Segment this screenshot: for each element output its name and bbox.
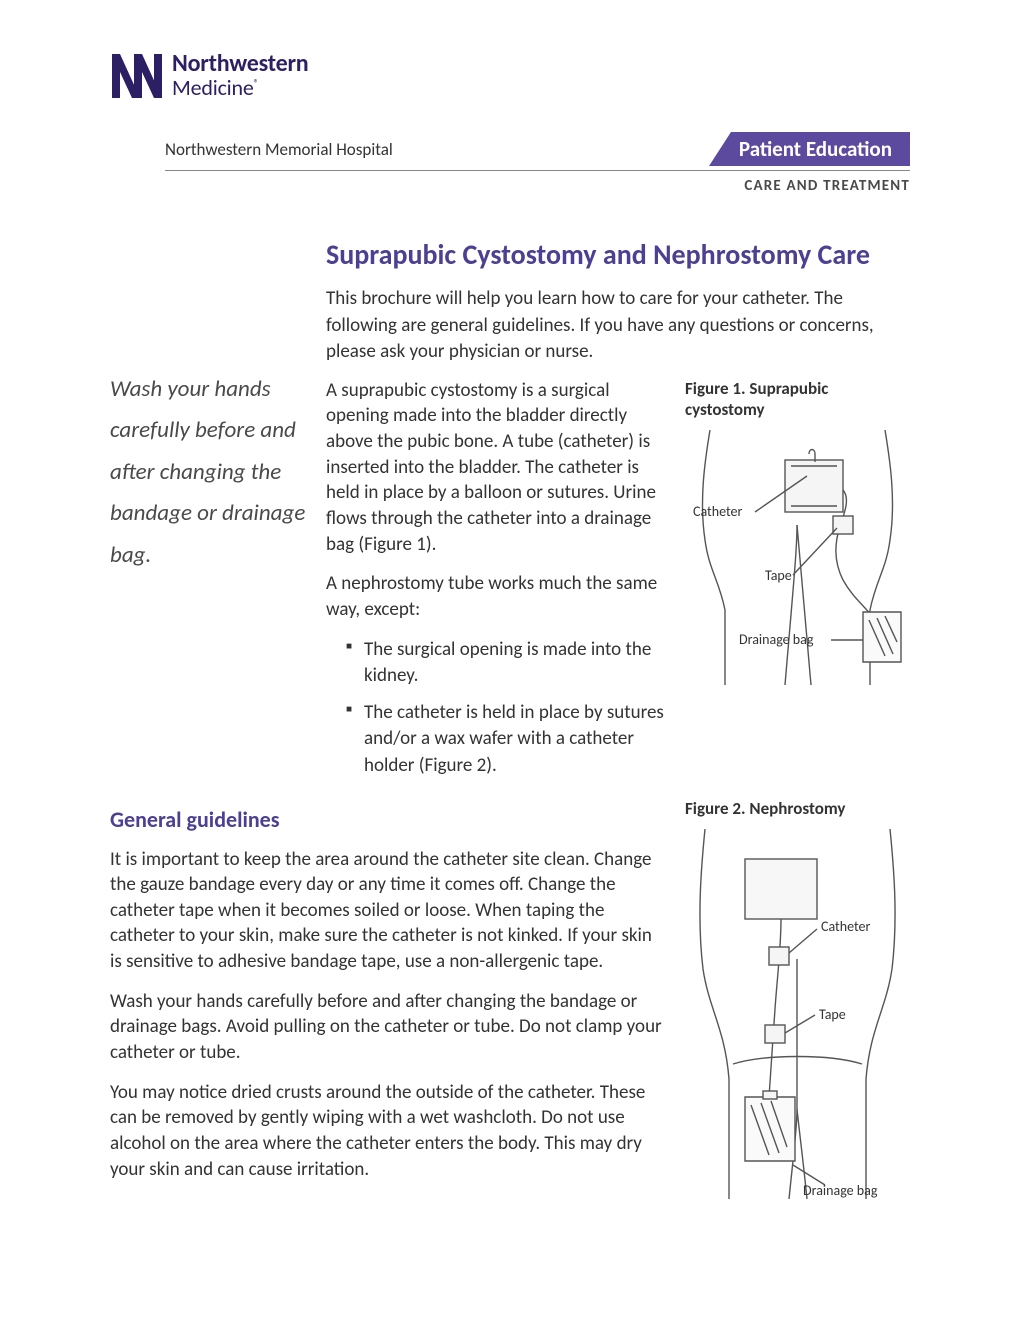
guidelines-p2: Wash your hands carefully before and aft…: [110, 989, 665, 1066]
hospital-name: Northwestern Memorial Hospital: [165, 132, 709, 166]
guidelines-heading: General guidelines: [110, 806, 665, 833]
header-rule: [165, 170, 910, 171]
lower-grid: General guidelines It is important to ke…: [110, 798, 910, 1204]
guidelines-column: General guidelines It is important to ke…: [110, 798, 665, 1204]
bullet-list: The surgical opening is made into the ki…: [346, 637, 665, 780]
logo-line2: Medicine®: [172, 76, 308, 99]
fig2-label-bag: Drainage bag: [803, 1182, 878, 1199]
figure-1-caption: Figure 1. Suprapubic cystostomy: [685, 378, 910, 421]
guidelines-p3: You may notice dried crusts around the o…: [110, 1080, 665, 1183]
brand-logo: Northwestern Medicine®: [110, 50, 910, 100]
paragraph-1: A suprapubic cystostomy is a surgical op…: [326, 378, 665, 557]
guidelines-p1: It is important to keep the area around …: [110, 847, 665, 975]
logo-text: Northwestern Medicine®: [172, 51, 308, 99]
page-title: Suprapubic Cystostomy and Nephrostomy Ca…: [326, 237, 910, 272]
figure-2: Figure 2. Nephrostomy: [685, 798, 910, 1204]
header-subtitle: CARE AND TREATMENT: [110, 177, 910, 195]
header-band: Northwestern Memorial Hospital Patient E…: [165, 132, 910, 166]
sidebar-callout: Wash your hands carefully before and aft…: [110, 237, 310, 790]
main-content: Suprapubic Cystostomy and Nephrostomy Ca…: [326, 237, 910, 790]
logo-line1: Northwestern: [172, 51, 308, 76]
paragraph-2: A nephrostomy tube works much the same w…: [326, 571, 665, 622]
intro-paragraph: This brochure will help you learn how to…: [326, 286, 910, 366]
logo-mark-icon: [110, 50, 164, 100]
bullet-item: The surgical opening is made into the ki…: [346, 637, 665, 690]
figure-1: Figure 1. Suprapubic cystostomy: [685, 378, 910, 790]
left-body: A suprapubic cystostomy is a surgical op…: [326, 378, 665, 790]
fig1-label-tape: Tape: [765, 567, 792, 584]
figure-1-diagram: Catheter Tape Drainage bag: [685, 430, 910, 685]
header-badge-angle: [709, 132, 731, 166]
fig1-label-catheter: Catheter: [693, 503, 742, 520]
header-badge: Patient Education: [731, 132, 910, 166]
upper-grid: Wash your hands carefully before and aft…: [110, 237, 910, 790]
fig2-label-tape: Tape: [819, 1006, 846, 1023]
fig1-label-bag: Drainage bag: [739, 631, 814, 648]
figure-2-diagram: Catheter Tape Drainage bag: [685, 829, 910, 1199]
figure-2-caption: Figure 2. Nephrostomy: [685, 798, 910, 819]
fig2-label-catheter: Catheter: [821, 918, 870, 935]
header-badge-wrap: Patient Education: [709, 132, 910, 166]
bullet-item: The catheter is held in place by sutures…: [346, 700, 665, 780]
two-column: A suprapubic cystostomy is a surgical op…: [326, 378, 910, 790]
